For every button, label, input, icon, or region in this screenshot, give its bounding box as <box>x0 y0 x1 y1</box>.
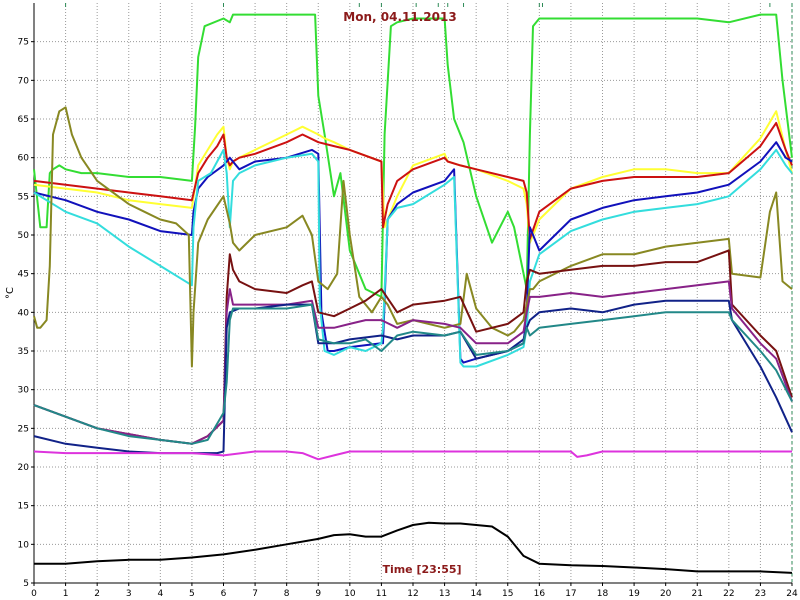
y-tick-label: 65 <box>18 115 29 125</box>
x-axis-label: Time [23:55] <box>382 563 461 576</box>
y-tick-label: 60 <box>18 154 30 164</box>
y-tick-label: 20 <box>18 463 30 473</box>
x-tick-label: 13 <box>439 589 450 599</box>
x-tick-label: 0 <box>31 589 37 599</box>
x-tick-label: 15 <box>502 589 513 599</box>
x-tick-label: 2 <box>94 589 100 599</box>
x-tick-label: 1 <box>63 589 69 599</box>
series-line-7 <box>33 249 793 445</box>
y-tick-label: 25 <box>18 424 29 434</box>
y-tick-label: 35 <box>18 347 29 357</box>
x-axis-label-bg <box>386 561 458 576</box>
y-tick-label: 30 <box>18 386 30 396</box>
series-line-11 <box>33 450 792 461</box>
series-line-10 <box>33 303 793 445</box>
x-tick-label: 9 <box>315 589 321 599</box>
x-tick-label: 17 <box>565 589 576 599</box>
y-tick-label: 15 <box>18 502 29 512</box>
series-line-3 <box>33 121 793 240</box>
y-tick-label: 10 <box>18 540 30 550</box>
chart-title: Mon, 04.11.2013 <box>343 10 456 24</box>
y-tick-label: 45 <box>18 270 29 280</box>
y-tick-label: 70 <box>18 76 30 86</box>
x-tick-label: 3 <box>126 589 132 599</box>
x-tick-label: 23 <box>755 589 766 599</box>
x-tick-label: 19 <box>628 589 640 599</box>
x-tick-label: 14 <box>470 589 482 599</box>
x-tick-label: 22 <box>723 589 734 599</box>
series-line-8 <box>33 280 793 445</box>
x-tick-label: 24 <box>786 589 798 599</box>
series-line-6 <box>33 106 793 368</box>
y-tick-label: 5 <box>23 579 29 589</box>
x-tick-label: 12 <box>407 589 418 599</box>
x-tick-label: 18 <box>597 589 609 599</box>
y-tick-label: 50 <box>18 231 30 241</box>
series-line-12 <box>34 521 793 574</box>
x-tick-label: 16 <box>534 589 546 599</box>
series-line-1 <box>33 13 793 298</box>
x-tick-label: 7 <box>252 589 258 599</box>
series-line-9 <box>33 299 793 455</box>
chart-series <box>33 13 793 574</box>
y-tick-label: 75 <box>18 38 29 48</box>
x-tick-label: 10 <box>344 589 356 599</box>
chart-markers <box>65 3 793 7</box>
y-tick-label: 55 <box>18 192 29 202</box>
x-tick-label: 11 <box>376 589 387 599</box>
x-tick-label: 20 <box>660 589 672 599</box>
x-tick-label: 5 <box>189 589 195 599</box>
y-tick-label: 40 <box>18 308 30 318</box>
x-tick-label: 6 <box>221 589 227 599</box>
x-tick-label: 21 <box>692 589 703 599</box>
chart-grid <box>33 3 793 584</box>
x-tick-label: 4 <box>157 589 163 599</box>
y-axis-label: °C <box>5 287 16 299</box>
x-tick-label: 8 <box>284 589 290 599</box>
